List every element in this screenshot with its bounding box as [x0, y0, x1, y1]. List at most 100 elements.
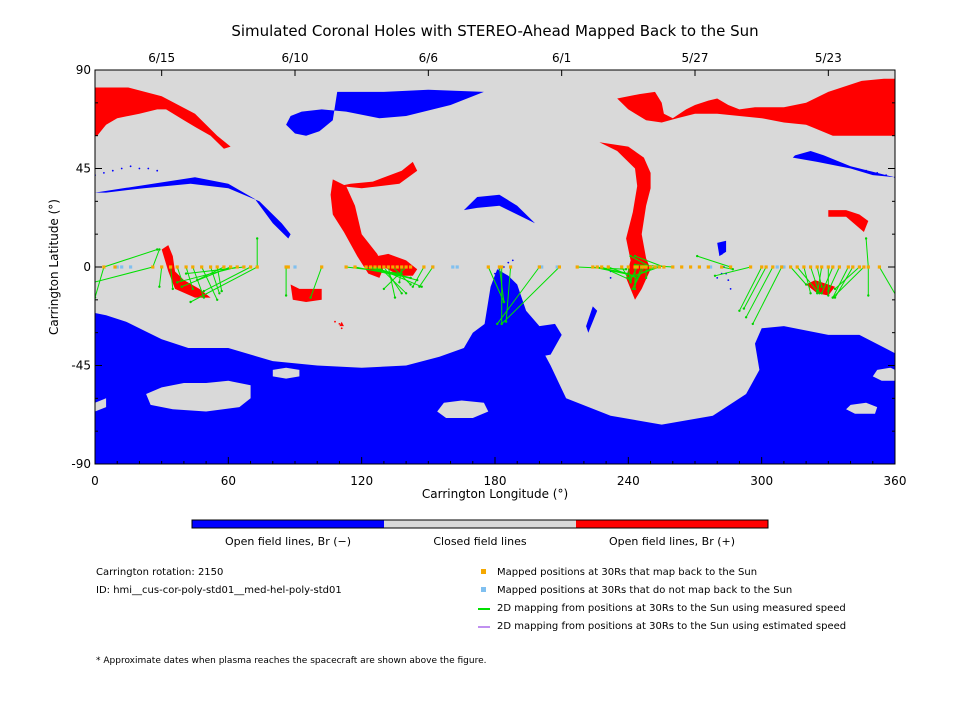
mapping-footpoint: [416, 278, 419, 282]
mapping-line: [192, 266, 205, 298]
open-field-negative-region: [586, 306, 598, 333]
mapping-footpoint: [738, 309, 741, 312]
mapping-line: [832, 266, 865, 298]
x-tick-label: 0: [91, 474, 99, 488]
mapping-footpoint: [633, 283, 637, 286]
y-tick-label: -90: [71, 457, 91, 471]
mapping-footpoint: [742, 307, 746, 310]
mapped-position-marker: [851, 265, 855, 269]
mapped-position-marker: [400, 265, 404, 269]
x-tick-label: 300: [750, 474, 773, 488]
open-field-negative-region: [463, 194, 535, 224]
mapped-position-marker: [386, 265, 390, 269]
mapping-line: [714, 266, 751, 277]
x-tick-label: 180: [484, 474, 507, 488]
mapped-position-marker: [364, 265, 368, 269]
mapped-position-marker: [729, 265, 733, 269]
mapped-position-marker: [184, 265, 188, 269]
colorbar-label: Open field lines, Br (−): [225, 535, 351, 548]
mapping-line: [621, 266, 632, 283]
mapped-position-marker: [633, 265, 637, 269]
mapped-position-marker: [802, 265, 806, 269]
mapped-position-marker: [626, 265, 630, 269]
legend-label: 2D mapping from positions at 30Rs to the…: [497, 621, 847, 632]
negative-field-dot: [720, 253, 723, 255]
mapping-line: [832, 266, 849, 298]
negative-field-dot: [111, 169, 114, 172]
mapping-footpoint: [624, 268, 628, 271]
mapping-line: [816, 266, 823, 287]
mapping-footpoint: [67, 288, 69, 290]
y-tick-label: 45: [76, 162, 91, 176]
unmapped-position-marker: [129, 265, 133, 269]
positive-field-dot: [338, 323, 341, 325]
y-axis-label: Carrington Latitude (°): [47, 199, 61, 335]
y-tick-label: 90: [76, 63, 91, 77]
mapped-position-marker: [657, 265, 661, 269]
unmapped-position-marker: [782, 265, 786, 269]
mapping-footpoint: [696, 254, 699, 258]
x-axis-label: Carrington Longitude (°): [422, 487, 568, 501]
mapped-position-marker: [377, 265, 381, 269]
mapped-position-marker: [591, 265, 595, 269]
mapped-position-marker: [764, 265, 768, 269]
mapping-line: [745, 266, 774, 318]
colorbar-frame: [191, 519, 769, 529]
mapping-footpoint: [189, 300, 192, 304]
closed-field-island: [272, 367, 300, 379]
mapped-position-marker: [815, 265, 819, 269]
mapping-line: [496, 266, 540, 325]
negative-field-dot: [496, 279, 499, 281]
mapping-footpoint: [420, 285, 423, 288]
mapping-footpoint: [393, 296, 397, 299]
open-field-negative-region: [483, 269, 562, 357]
x-tick-label: 60: [221, 474, 236, 488]
mapped-position-marker: [575, 265, 579, 269]
mapping-footpoint: [633, 274, 637, 277]
mapped-position-marker: [509, 265, 513, 269]
open-field-negative-region: [95, 313, 895, 464]
mapping-footpoint: [398, 281, 401, 284]
legend-line-marker: [478, 608, 490, 610]
open-field-positive-region: [330, 179, 384, 278]
unmapped-position-marker: [455, 265, 459, 269]
legend-square-marker: [481, 569, 486, 574]
mapping-line: [190, 266, 258, 303]
mapping-line: [634, 255, 665, 268]
mapping-footpoint: [171, 287, 174, 291]
positive-field-dot: [334, 320, 336, 323]
mapping-footpoint: [629, 254, 632, 258]
mapped-position-marker: [857, 265, 861, 269]
mapping-footpoint: [284, 294, 288, 297]
mapping-footpoint: [631, 287, 634, 291]
mapped-position-marker: [249, 265, 253, 269]
mapping-lines: [67, 237, 895, 326]
mapped-position-marker: [191, 265, 195, 269]
mapped-position-marker: [653, 265, 657, 269]
mapped-position-marker: [344, 265, 348, 269]
mapping-line: [392, 266, 411, 285]
mapping-line: [201, 266, 218, 301]
mapping-footpoint: [827, 289, 830, 293]
mapping-line: [790, 266, 807, 285]
mapping-line: [697, 255, 731, 268]
negative-field-dot: [885, 174, 887, 177]
mapped-position-marker: [229, 265, 233, 269]
negative-field-dot: [103, 172, 105, 174]
mapping-footpoint: [504, 320, 508, 323]
mapping-line: [152, 249, 160, 268]
colorbar-segment: [384, 520, 576, 528]
mapping-footpoint: [180, 278, 183, 282]
plot-area: [67, 70, 895, 464]
map-layer: [67, 70, 895, 464]
negative-field-dot: [494, 272, 496, 275]
open-field-negative-region: [717, 240, 727, 257]
negative-field-dot: [156, 169, 159, 172]
date-tick-label: 6/1: [552, 51, 571, 65]
mapping-line: [216, 266, 223, 292]
mapped-position-marker: [255, 265, 259, 269]
mapped-position-marker: [640, 265, 644, 269]
negative-field-dot: [876, 172, 879, 174]
mapped-position-marker: [697, 265, 701, 269]
mapped-position-marker: [662, 265, 666, 269]
